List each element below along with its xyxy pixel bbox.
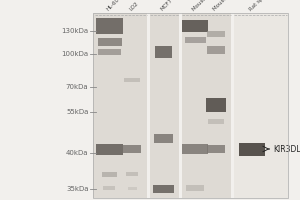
Bar — [98, 38, 122, 46]
Bar — [148, 13, 180, 198]
Bar — [208, 118, 224, 123]
Bar — [153, 185, 174, 193]
Text: KIR3DL2: KIR3DL2 — [273, 144, 300, 154]
Text: 100kDa: 100kDa — [61, 51, 88, 57]
Bar — [184, 37, 206, 43]
Text: HL-60: HL-60 — [106, 0, 121, 12]
Bar — [239, 142, 265, 156]
Text: 70kDa: 70kDa — [66, 84, 88, 90]
Bar — [154, 46, 172, 58]
Bar — [128, 186, 136, 190]
Bar — [232, 13, 288, 198]
Bar — [123, 145, 141, 153]
Bar — [182, 20, 208, 32]
Bar — [207, 145, 225, 153]
Bar — [147, 13, 150, 198]
Text: Mouse liver: Mouse liver — [212, 0, 238, 12]
Bar — [180, 13, 232, 198]
Bar — [124, 78, 140, 82]
Text: Mouse spleen: Mouse spleen — [191, 0, 222, 12]
Bar — [207, 46, 225, 54]
Bar — [96, 144, 123, 154]
Bar — [178, 13, 182, 198]
Text: 35kDa: 35kDa — [66, 186, 88, 192]
Text: LO2: LO2 — [128, 1, 140, 12]
Text: 40kDa: 40kDa — [66, 150, 88, 156]
Bar — [103, 186, 116, 190]
Bar — [186, 185, 204, 191]
Bar — [126, 172, 138, 176]
Text: 55kDa: 55kDa — [66, 109, 88, 115]
Bar — [206, 98, 226, 112]
Bar — [102, 171, 117, 176]
Text: Rat spleen: Rat spleen — [248, 0, 273, 12]
Bar — [207, 31, 225, 37]
Bar — [98, 49, 121, 54]
Bar — [154, 134, 173, 142]
Bar — [96, 18, 123, 34]
Bar — [93, 13, 148, 198]
Text: MCF7: MCF7 — [160, 0, 174, 12]
Bar — [182, 144, 208, 154]
Text: 130kDa: 130kDa — [61, 28, 88, 34]
Bar — [93, 13, 288, 198]
Bar — [231, 13, 234, 198]
